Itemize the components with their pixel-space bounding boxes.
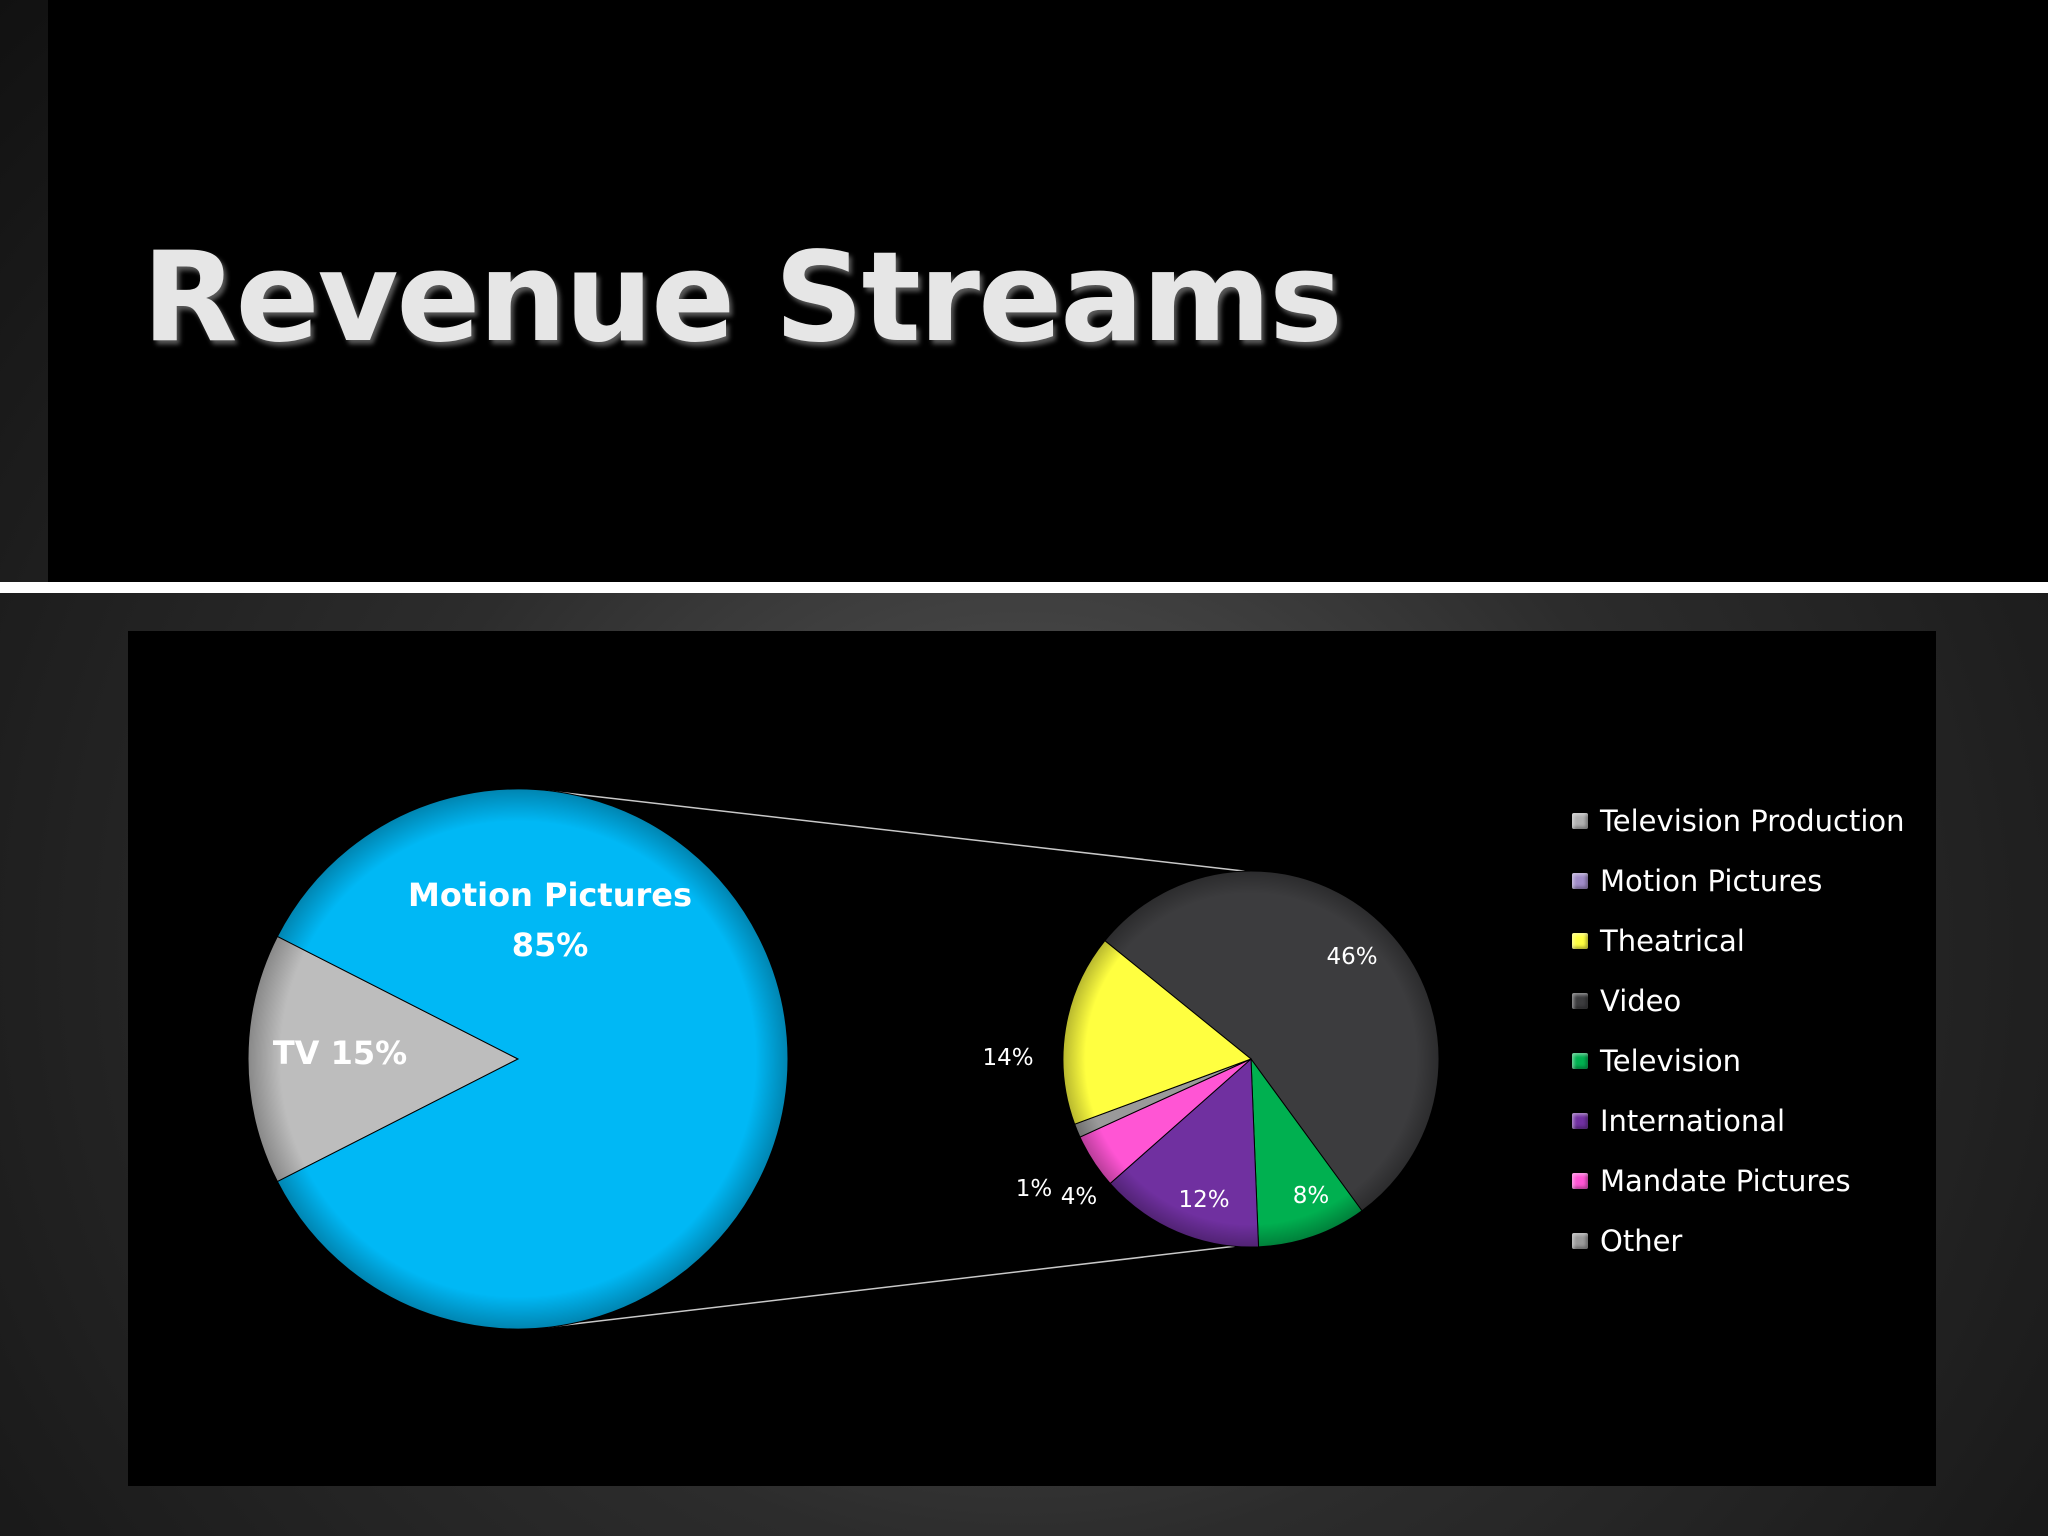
legend-swatch bbox=[1572, 873, 1588, 889]
legend-swatch bbox=[1572, 933, 1588, 949]
legend-swatch bbox=[1572, 1173, 1588, 1189]
data-label-other: 1% bbox=[1016, 1176, 1053, 1202]
legend-item: Theatrical bbox=[1572, 911, 1972, 971]
data-label-international: 12% bbox=[1178, 1187, 1229, 1213]
legend-item: Motion Pictures bbox=[1572, 851, 1972, 911]
data-label-mandate-pictures: 4% bbox=[1061, 1184, 1098, 1210]
divider-line bbox=[0, 582, 2048, 593]
main-pie bbox=[247, 788, 789, 1330]
legend-label: Mandate Pictures bbox=[1600, 1164, 1851, 1198]
legend-label: Television Production bbox=[1600, 804, 1905, 838]
legend-label: Video bbox=[1600, 984, 1682, 1018]
data-label-tv: TV 15% bbox=[273, 1034, 407, 1072]
legend-swatch bbox=[1572, 1233, 1588, 1249]
connector-line bbox=[547, 790, 1245, 872]
legend-label: Theatrical bbox=[1600, 924, 1745, 958]
pie-shading bbox=[1063, 871, 1439, 1247]
legend-swatch bbox=[1572, 993, 1588, 1009]
legend-label: Television bbox=[1600, 1044, 1742, 1078]
secondary-pie-labels: 46% 8% 12% 4% 1% 14% bbox=[982, 944, 1377, 1213]
secondary-pie bbox=[1062, 870, 1440, 1248]
legend-item: Other bbox=[1572, 1211, 1972, 1271]
slide-title: Revenue Streams bbox=[142, 226, 1343, 370]
main-pie-labels: TV 15% Motion Pictures 85% bbox=[273, 876, 692, 1072]
chart-legend: Television Production Motion Pictures Th… bbox=[1572, 791, 1972, 1271]
legend-swatch bbox=[1572, 1113, 1588, 1129]
legend-label: Motion Pictures bbox=[1600, 864, 1823, 898]
pie-of-pie-chart: TV 15% Motion Pictures 85% 46% 8% 12% 4% 1% 14% bbox=[247, 788, 1440, 1330]
pie-shading bbox=[248, 789, 788, 1329]
data-label-theatrical: 14% bbox=[982, 1045, 1033, 1071]
connector-line bbox=[547, 1245, 1235, 1328]
legend-item: Television bbox=[1572, 1031, 1972, 1091]
legend-label: International bbox=[1600, 1104, 1786, 1138]
legend-item: Mandate Pictures bbox=[1572, 1151, 1972, 1211]
legend-item: Video bbox=[1572, 971, 1972, 1031]
data-label-motion-pictures: Motion Pictures 85% bbox=[408, 876, 692, 964]
legend-label: Other bbox=[1600, 1224, 1683, 1258]
chart-panel: TV 15% Motion Pictures 85% 46% 8% 12% 4% 1% 14% bbox=[128, 631, 1936, 1486]
data-label-video: 46% bbox=[1326, 944, 1377, 970]
title-area bbox=[48, 0, 2048, 582]
legend-swatch bbox=[1572, 813, 1588, 829]
legend-item: International bbox=[1572, 1091, 1972, 1151]
connector-lines bbox=[547, 790, 1245, 1328]
data-label-television: 8% bbox=[1293, 1183, 1330, 1209]
legend-item: Television Production bbox=[1572, 791, 1972, 851]
legend-swatch bbox=[1572, 1053, 1588, 1069]
